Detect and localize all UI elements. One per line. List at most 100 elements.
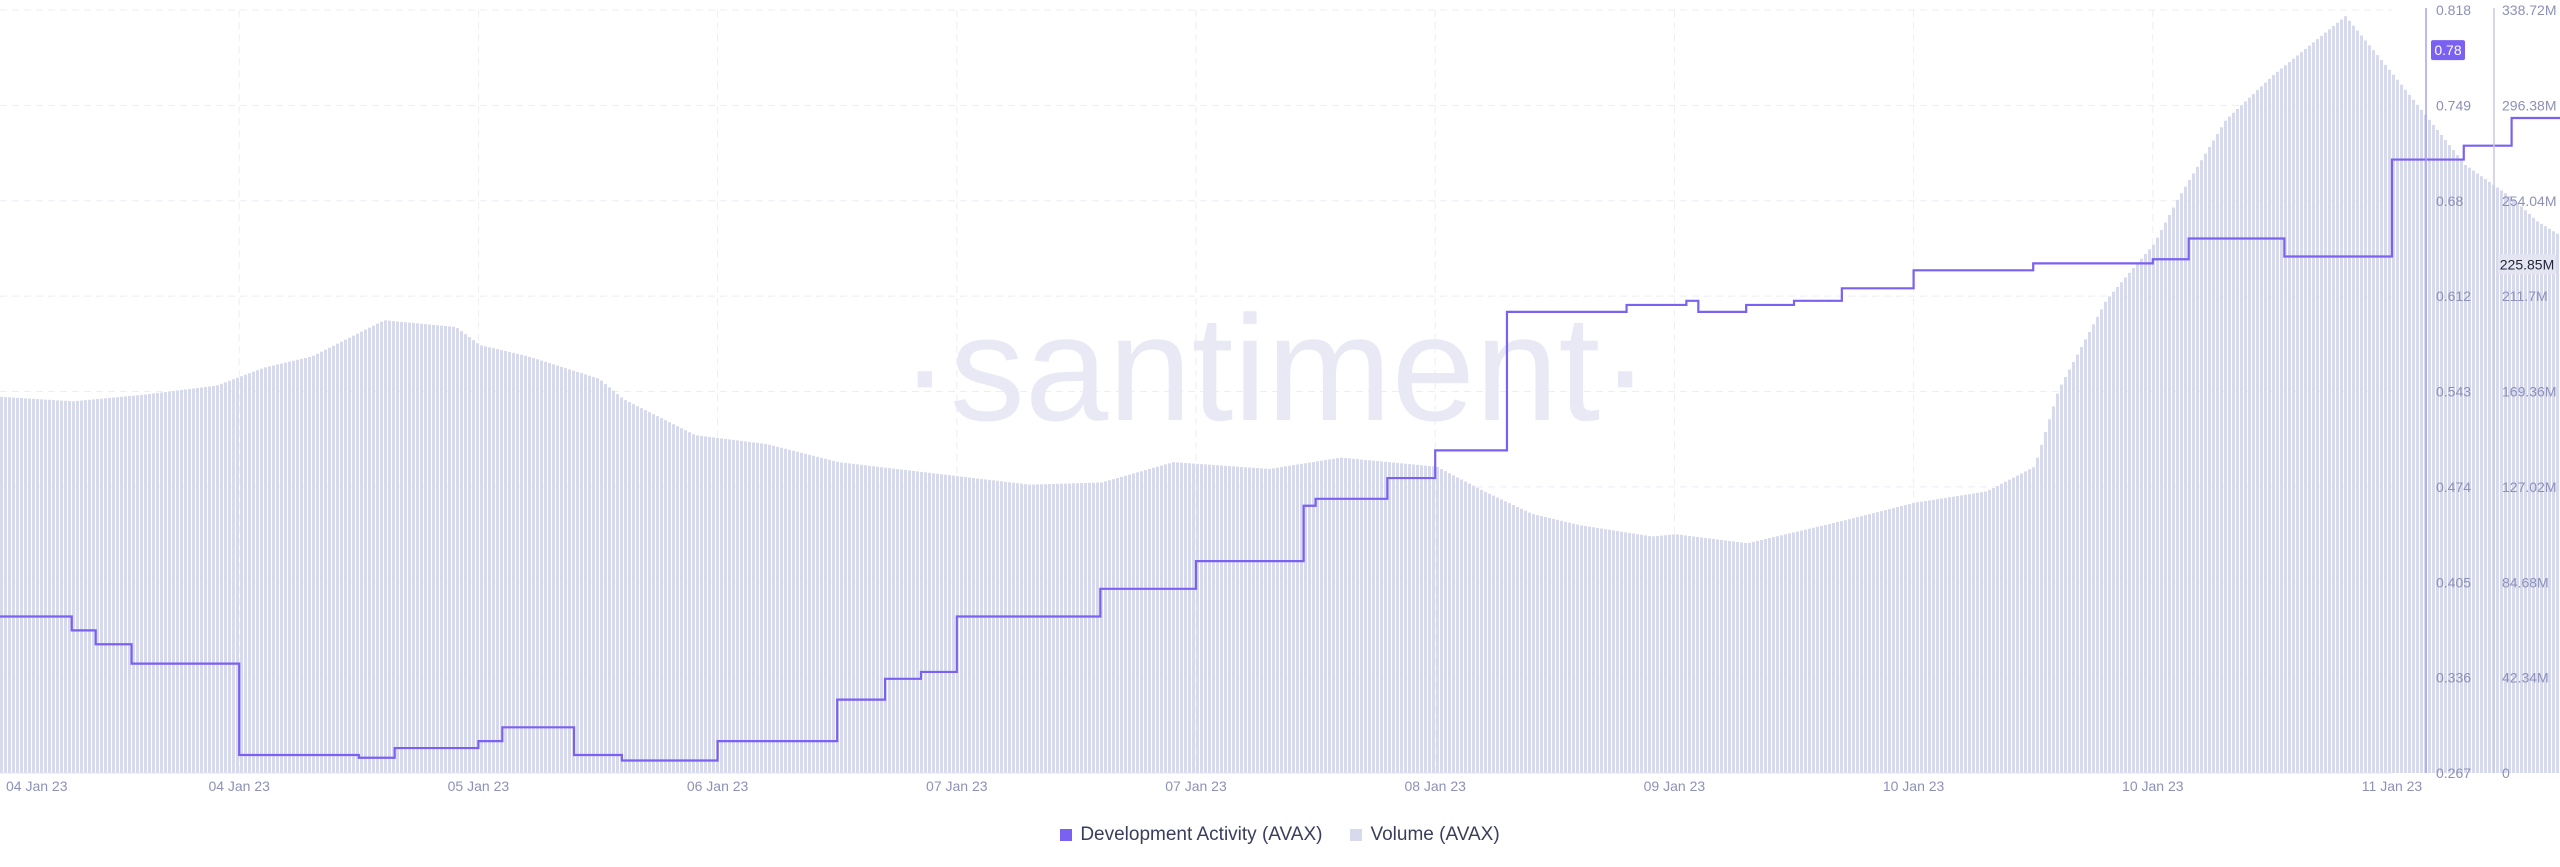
- volume-bar: [524, 355, 527, 773]
- volume-bar: [1372, 460, 1375, 773]
- volume-bar: [1700, 537, 1703, 773]
- volume-bar: [1012, 482, 1015, 773]
- volume-bar: [820, 457, 823, 773]
- volume-bar: [2228, 116, 2231, 773]
- volume-bar: [1652, 536, 1655, 773]
- volume-bar: [1256, 468, 1259, 773]
- volume-bar: [404, 322, 407, 773]
- volume-bar: [2428, 119, 2431, 774]
- volume-bar: [2056, 393, 2059, 773]
- legend-item-volume[interactable]: Volume (AVAX): [1350, 824, 1500, 846]
- volume-bar: [364, 329, 367, 773]
- y-right-tick-label: 338.72M: [2502, 2, 2556, 18]
- volume-bar: [2328, 29, 2331, 774]
- volume-bar: [748, 441, 751, 773]
- volume-bar: [32, 398, 35, 773]
- volume-bar: [512, 352, 515, 773]
- y-left-tick-label: 0.336: [2436, 670, 2471, 686]
- volume-bar: [676, 426, 679, 773]
- volume-bar: [1988, 490, 1991, 773]
- volume-bar: [2080, 346, 2083, 773]
- volume-bar: [2500, 190, 2503, 773]
- volume-bar: [2400, 84, 2403, 774]
- volume-bar: [708, 436, 711, 773]
- volume-bar: [2188, 179, 2191, 773]
- volume-bar: [532, 358, 535, 773]
- volume-bar: [1444, 471, 1447, 773]
- volume-bar: [56, 400, 59, 773]
- volume-bar: [1936, 499, 1939, 773]
- volume-bar: [612, 390, 615, 773]
- volume-bar: [492, 348, 495, 773]
- santiment-watermark: ·santiment·: [900, 284, 1650, 452]
- volume-bar: [360, 331, 363, 773]
- volume-bar: [544, 361, 547, 773]
- volume-bar: [1840, 521, 1843, 773]
- volume-bar: [188, 388, 191, 773]
- volume-bar: [1848, 519, 1851, 773]
- volume-bar: [1376, 461, 1379, 773]
- volume-bar: [2384, 64, 2387, 774]
- volume-bar: [2116, 286, 2119, 773]
- volume-bar: [1156, 466, 1159, 773]
- volume-bar: [660, 418, 663, 773]
- volume-bar: [1204, 464, 1207, 773]
- volume-bar: [1348, 458, 1351, 773]
- volume-bar: [760, 443, 763, 773]
- volume-bar: [1828, 523, 1831, 773]
- volume-bar: [732, 439, 735, 773]
- volume-bar: [2280, 68, 2283, 773]
- volume-bar: [2148, 249, 2151, 773]
- volume-bar: [264, 367, 267, 773]
- x-tick-label: 10 Jan 23: [1883, 778, 1945, 794]
- volume-bar: [576, 371, 579, 773]
- volume-bar: [696, 435, 699, 773]
- volume-bar: [1888, 509, 1891, 773]
- volume-bar: [1208, 464, 1211, 773]
- volume-bar: [44, 399, 47, 773]
- volume-bar: [1152, 467, 1155, 773]
- volume-bar: [912, 470, 915, 773]
- volume-bar: [2284, 65, 2287, 773]
- volume-bar: [2212, 140, 2215, 773]
- volume-bar: [40, 399, 43, 773]
- y-axis-right-ticks: 0 42.34M 84.68M 127.02M 169.36M 211.7M 254.04M…: [2502, 2, 2556, 781]
- volume-bar: [16, 397, 19, 773]
- volume-bar: [64, 400, 67, 773]
- volume-bar: [2508, 196, 2511, 773]
- volume-bar: [700, 435, 703, 773]
- volume-bar: [196, 387, 199, 773]
- volume-bar: [428, 324, 431, 773]
- volume-bar: [1876, 512, 1879, 773]
- volume-bar: [1392, 462, 1395, 773]
- volume-bar: [2072, 362, 2075, 773]
- volume-bar: [1240, 466, 1243, 773]
- volume-bar: [972, 478, 975, 773]
- volume-bar: [1884, 510, 1887, 773]
- volume-bar: [1360, 459, 1363, 773]
- volume-bar: [1332, 458, 1335, 773]
- y-right-tick-label: 254.04M: [2502, 193, 2556, 209]
- volume-last-value: 225.85M: [2500, 256, 2554, 272]
- volume-bar: [1148, 468, 1151, 773]
- volume-bar: [420, 323, 423, 773]
- volume-bar: [1604, 529, 1607, 773]
- volume-bar: [1976, 492, 1979, 773]
- volume-bar: [764, 443, 767, 773]
- volume-bar: [1868, 514, 1871, 773]
- volume-bar: [1508, 503, 1511, 773]
- volume-bar: [1432, 466, 1435, 773]
- volume-bar: [372, 325, 375, 773]
- volume-bar: [2012, 477, 2015, 773]
- volume-bar: [184, 389, 187, 773]
- volume-bar: [2396, 79, 2399, 773]
- volume-bar: [1636, 534, 1639, 773]
- x-tick-label: 09 Jan 23: [1644, 778, 1706, 794]
- volume-bar: [368, 327, 371, 773]
- legend-item-dev-activity[interactable]: Development Activity (AVAX): [1060, 824, 1322, 846]
- volume-bar: [324, 349, 327, 773]
- volume-bar: [2520, 206, 2523, 773]
- volume-bar: [2504, 193, 2507, 773]
- volume-bar: [1264, 468, 1267, 773]
- volume-bar: [280, 363, 283, 773]
